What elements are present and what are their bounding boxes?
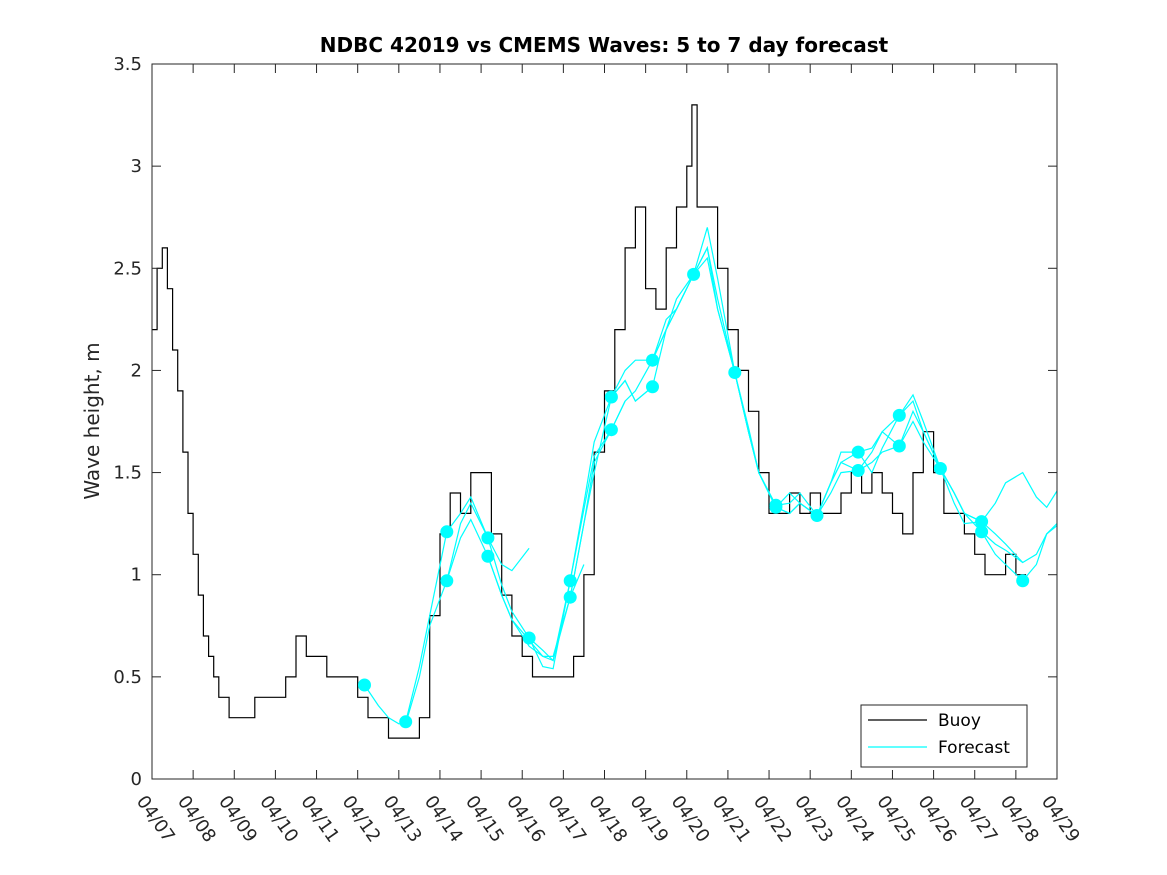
x-tick-label: 04/13 bbox=[379, 792, 426, 847]
forecast-marker bbox=[769, 500, 783, 514]
x-tick-label: 04/20 bbox=[667, 792, 714, 847]
forecast-marker bbox=[851, 464, 865, 477]
forecast-marker bbox=[851, 445, 865, 459]
x-tick-label: 04/27 bbox=[955, 792, 1002, 847]
y-tick-label: 2.5 bbox=[113, 258, 142, 279]
y-axis-ticks: 0 0.5 1 1.5 2 2.5 3 3.5 bbox=[113, 54, 1057, 790]
y-tick-label: 2 bbox=[131, 360, 142, 381]
forecast-marker bbox=[440, 574, 454, 588]
forecast-marker bbox=[933, 462, 947, 475]
forecast-marker bbox=[728, 366, 742, 379]
y-tick-label: 0.5 bbox=[113, 667, 142, 688]
forecast-markers bbox=[358, 267, 1030, 729]
x-tick-label: 04/23 bbox=[790, 792, 837, 847]
x-tick-label: 04/16 bbox=[502, 792, 549, 847]
forecast-line-1 bbox=[364, 518, 585, 725]
forecast-marker bbox=[646, 353, 659, 367]
forecast-marker bbox=[604, 390, 618, 404]
x-tick-label: 04/21 bbox=[708, 792, 755, 847]
buoy-line bbox=[152, 104, 1027, 739]
y-tick-label: 1 bbox=[131, 565, 142, 586]
x-tick-label: 04/25 bbox=[872, 792, 919, 847]
forecast-marker bbox=[399, 715, 413, 729]
y-tick-label: 3.5 bbox=[113, 54, 142, 75]
buoy-series bbox=[152, 104, 1027, 739]
forecast-marker bbox=[1016, 574, 1030, 588]
y-tick-label: 3 bbox=[131, 156, 142, 177]
legend-box bbox=[860, 704, 1028, 768]
x-tick-label: 04/14 bbox=[420, 792, 467, 847]
forecast-marker bbox=[975, 515, 989, 529]
y-tick-label: 0 bbox=[131, 769, 142, 790]
forecast-marker bbox=[358, 678, 371, 692]
x-tick-label: 04/08 bbox=[173, 792, 220, 847]
forecast-marker bbox=[646, 380, 659, 394]
x-tick-label: 04/07 bbox=[132, 792, 179, 847]
x-tick-label: 04/18 bbox=[584, 792, 631, 847]
y-tick-label: 1.5 bbox=[113, 463, 142, 484]
x-tick-label: 04/15 bbox=[461, 792, 508, 847]
forecast-line-15 bbox=[939, 468, 1058, 564]
x-tick-label: 04/10 bbox=[255, 792, 302, 847]
forecast-marker bbox=[563, 590, 577, 604]
legend-forecast-label: Forecast bbox=[938, 738, 1010, 758]
forecast-marker bbox=[892, 408, 906, 422]
x-tick-label: 04/17 bbox=[543, 792, 590, 847]
x-tick-label: 04/22 bbox=[749, 792, 796, 847]
forecast-marker bbox=[522, 631, 536, 645]
chart-title: NDBC 42019 vs CMEMS Waves: 5 to 7 day fo… bbox=[320, 33, 889, 57]
forecast-marker bbox=[481, 531, 495, 545]
forecast-line-2 bbox=[405, 495, 530, 722]
legend-buoy-label: Buoy bbox=[938, 711, 981, 731]
forecast-marker bbox=[687, 267, 701, 281]
x-tick-label: 04/29 bbox=[1037, 792, 1084, 847]
x-tick-label: 04/11 bbox=[296, 792, 343, 847]
forecast-marker bbox=[563, 574, 577, 588]
y-axis-label: Wave height, m bbox=[80, 342, 104, 499]
forecast-marker bbox=[481, 549, 495, 563]
x-tick-label: 04/26 bbox=[914, 792, 961, 847]
x-tick-label: 04/09 bbox=[214, 792, 261, 847]
forecast-line-3 bbox=[446, 400, 626, 670]
forecast-marker bbox=[604, 423, 618, 437]
x-tick-label: 04/19 bbox=[626, 792, 673, 847]
x-tick-label: 04/12 bbox=[338, 792, 385, 847]
forecast-marker bbox=[810, 509, 824, 522]
x-tick-label: 04/28 bbox=[996, 792, 1043, 847]
forecast-marker bbox=[440, 525, 454, 539]
forecast-marker bbox=[975, 525, 989, 539]
legend: Buoy Forecast bbox=[860, 704, 1028, 768]
x-tick-label: 04/24 bbox=[831, 792, 878, 847]
forecast-marker bbox=[892, 439, 906, 453]
